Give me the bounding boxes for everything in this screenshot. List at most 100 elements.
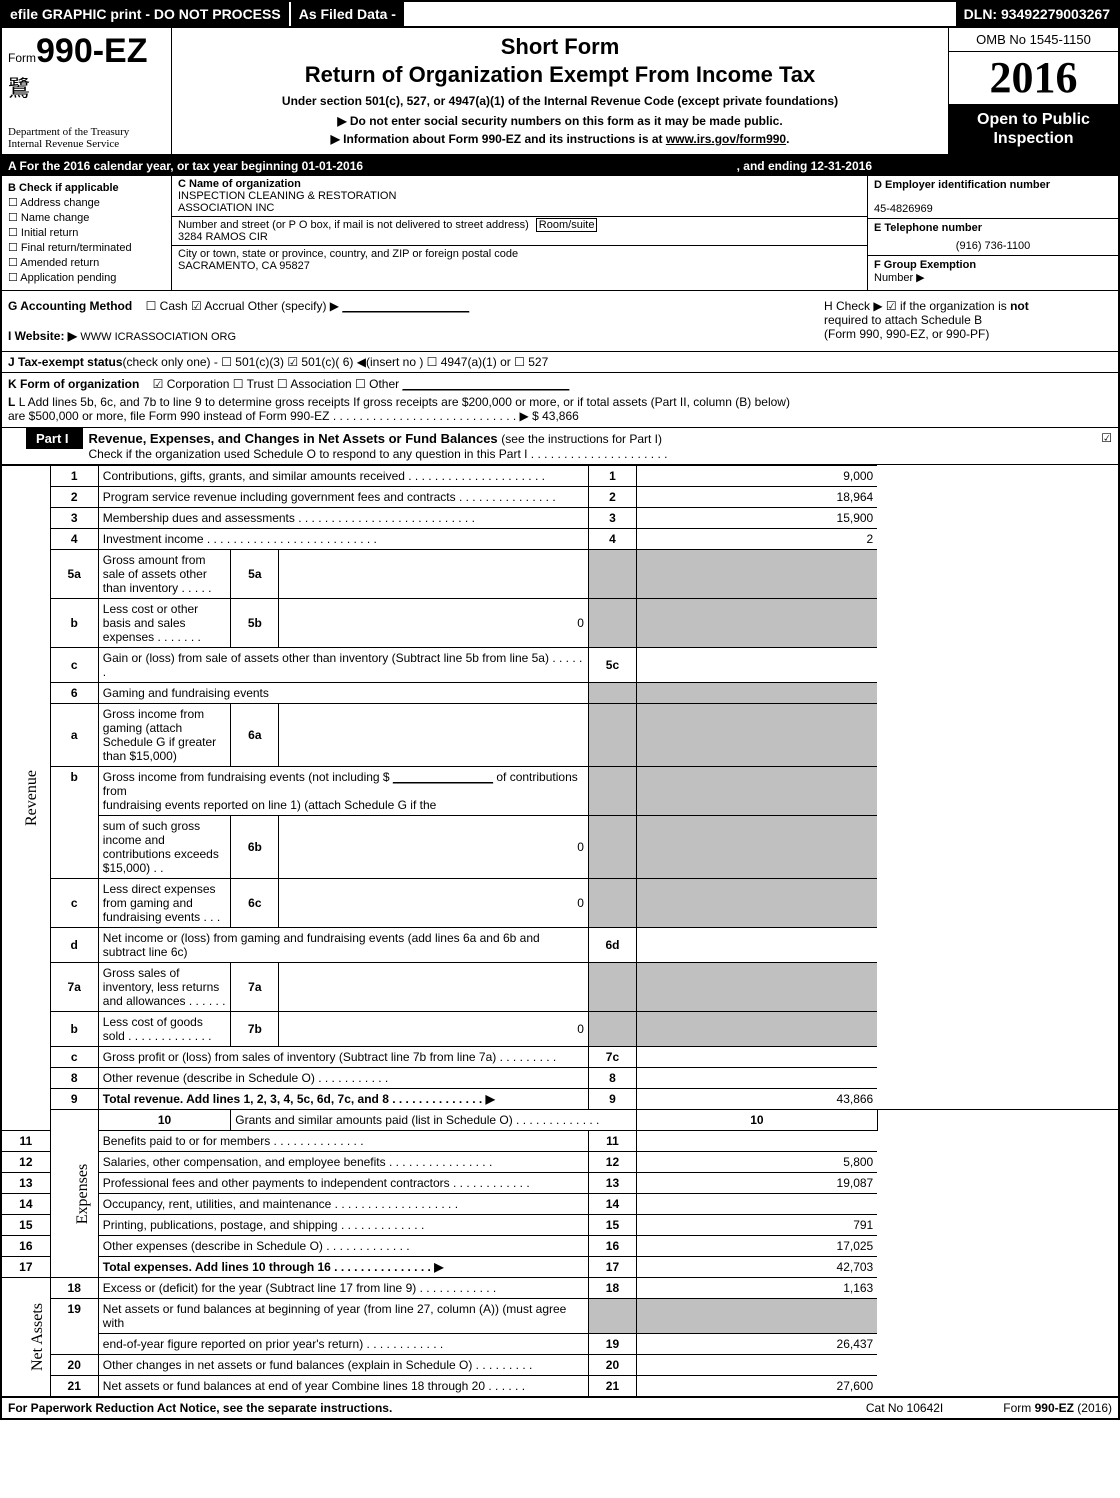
row-2: 2 Program service revenue including gove… xyxy=(2,487,1118,508)
e-label: E Telephone number xyxy=(874,222,982,234)
c-name: C Name of organization INSPECTION CLEANI… xyxy=(172,176,867,217)
r13-n: 13 xyxy=(2,1173,50,1194)
line-a-end: , and ending 12-31-2016 xyxy=(737,159,872,173)
j-rest[interactable]: (check only one) - ☐ 501(c)(3) ☑ 501(c)(… xyxy=(123,355,549,369)
row-5c: c Gain or (loss) from sale of assets oth… xyxy=(2,648,1118,683)
row-1: Revenue 1 Contributions, gifts, grants, … xyxy=(2,466,1118,487)
h-not: not xyxy=(1010,299,1029,313)
header-left: Form990-EZ 鷺 Department of the Treasury … xyxy=(2,28,172,154)
r5a-gray2 xyxy=(637,550,878,599)
r7c-d: Gross profit or (loss) from sales of inv… xyxy=(98,1047,588,1068)
r9-d: Total revenue. Add lines 1, 2, 3, 4, 5c,… xyxy=(98,1089,588,1110)
k-label: K Form of organization xyxy=(8,377,139,391)
j-label: J Tax-exempt status xyxy=(8,355,123,369)
r6a-n: a xyxy=(50,704,98,767)
footer-cat: Cat No 10642I xyxy=(866,1401,943,1415)
r19-d1: Net assets or fund balances at beginning… xyxy=(98,1299,588,1334)
r7b-gray2 xyxy=(637,1012,878,1047)
r20-n: 20 xyxy=(50,1355,98,1376)
block-ghij: G Accounting Method ☐ Cash ☑ Accrual Oth… xyxy=(2,291,1118,352)
r10-rn: 10 xyxy=(637,1110,878,1131)
row-12: 12 Salaries, other compensation, and emp… xyxy=(2,1152,1118,1173)
row-13: 13 Professional fees and other payments … xyxy=(2,1173,1118,1194)
r6b-n: b xyxy=(50,767,98,879)
r14-v xyxy=(637,1194,878,1215)
h-txt2: required to attach Schedule B xyxy=(824,313,982,327)
r9-n: 9 xyxy=(50,1089,98,1110)
r9-rn: 9 xyxy=(588,1089,636,1110)
f-label2: Number ▶ xyxy=(874,272,925,284)
r6c-gray2 xyxy=(637,879,878,928)
footer-right-post: (2016) xyxy=(1074,1401,1112,1415)
r5a-gray xyxy=(588,550,636,599)
block-bf: B Check if applicable ☐ Address change ☐… xyxy=(2,176,1118,291)
note-ssn: ▶ Do not enter social security numbers o… xyxy=(180,114,940,128)
r14-rn: 14 xyxy=(588,1194,636,1215)
r10-d: Grants and similar amounts paid (list in… xyxy=(231,1110,637,1131)
r6d-n: d xyxy=(50,928,98,963)
c-addr: Number and street (or P O box, if mail i… xyxy=(172,217,867,246)
k-blank[interactable]: _________________________ xyxy=(402,377,569,391)
k-rest[interactable]: ☑ Corporation ☐ Trust ☐ Association ☐ Ot… xyxy=(153,377,399,391)
e-phone: E Telephone number (916) 736-1100 xyxy=(868,219,1118,256)
irs-link[interactable]: www.irs.gov/form990 xyxy=(666,132,786,146)
chk-pending[interactable]: ☐ Application pending xyxy=(8,271,165,284)
r7c-rn: 7c xyxy=(588,1047,636,1068)
r16-n: 16 xyxy=(2,1236,50,1257)
phone-val: (916) 736-1100 xyxy=(874,240,1112,252)
r8-n: 8 xyxy=(50,1068,98,1089)
r5a-d: Gross amount from sale of assets other t… xyxy=(98,550,230,599)
part1-chk[interactable]: ☑ xyxy=(1095,428,1118,448)
inspect-l1: Open to Public xyxy=(951,110,1116,129)
header-right: OMB No 1545-1150 2016 Open to Public Ins… xyxy=(948,28,1118,154)
chk-initial-return[interactable]: ☐ Initial return xyxy=(8,226,165,239)
col-b: B Check if applicable ☐ Address change ☐… xyxy=(2,176,172,290)
r7b-n: b xyxy=(50,1012,98,1047)
row-7b: b Less cost of goods sold . . . . . . . … xyxy=(2,1012,1118,1047)
r11-d: Benefits paid to or for members . . . . … xyxy=(98,1131,588,1152)
d-label: D Employer identification number xyxy=(874,179,1050,191)
side-expenses-lbl: Expenses xyxy=(74,1163,92,1223)
form-number: Form990-EZ xyxy=(8,32,165,71)
r12-v: 5,800 xyxy=(637,1152,878,1173)
chk-name-change[interactable]: ☐ Name change xyxy=(8,211,165,224)
r7c-v xyxy=(637,1047,878,1068)
r7b-sv: 0 xyxy=(279,1012,588,1047)
r6b-d1-txt: Gross income from fundraising events (no… xyxy=(103,770,393,784)
r6b-blank[interactable]: _______________ xyxy=(393,770,493,784)
row-6a: a Gross income from gaming (attach Sched… xyxy=(2,704,1118,767)
r3-n: 3 xyxy=(50,508,98,529)
row-18: Net Assets 18 Excess or (deficit) for th… xyxy=(2,1278,1118,1299)
room-suite: Room/suite xyxy=(536,218,598,232)
r5c-n: c xyxy=(50,648,98,683)
r18-rn: 18 xyxy=(588,1278,636,1299)
r5c-d: Gain or (loss) from sale of assets other… xyxy=(98,648,588,683)
row-10: Expenses 10 Grants and similar amounts p… xyxy=(2,1110,1118,1131)
chk-final-return[interactable]: ☐ Final return/terminated xyxy=(8,241,165,254)
r1-d: Contributions, gifts, grants, and simila… xyxy=(98,466,588,487)
r7a-sv xyxy=(279,963,588,1012)
i-label: I Website: ▶ xyxy=(8,329,77,343)
r8-v xyxy=(637,1068,878,1089)
chk-amended[interactable]: ☐ Amended return xyxy=(8,256,165,269)
g-opts[interactable]: ☐ Cash ☑ Accrual Other (specify) ▶ xyxy=(146,299,339,313)
line-k: K Form of organization ☑ Corporation ☐ T… xyxy=(8,377,1112,391)
line-g: G Accounting Method ☐ Cash ☑ Accrual Oth… xyxy=(8,299,812,313)
row-5b: b Less cost or other basis and sales exp… xyxy=(2,599,1118,648)
r5b-n: b xyxy=(50,599,98,648)
line-l: L L Add lines 5b, 6c, and 7b to line 9 t… xyxy=(8,395,1112,423)
footer-left: For Paperwork Reduction Act Notice, see … xyxy=(8,1401,392,1415)
row-6b-1: b Gross income from fundraising events (… xyxy=(2,767,1118,816)
r20-d: Other changes in net assets or fund bala… xyxy=(98,1355,588,1376)
part1-sub: Check if the organization used Schedule … xyxy=(89,447,668,461)
r3-rn: 3 xyxy=(588,508,636,529)
part1-table: Revenue 1 Contributions, gifts, grants, … xyxy=(2,465,1118,1396)
chk-address-change[interactable]: ☐ Address change xyxy=(8,196,165,209)
ghij-left: G Accounting Method ☐ Cash ☑ Accrual Oth… xyxy=(2,291,818,351)
g-blank[interactable]: ___________________ xyxy=(342,299,469,313)
r21-rn: 21 xyxy=(588,1376,636,1397)
row-4: 4 Investment income . . . . . . . . . . … xyxy=(2,529,1118,550)
r14-d: Occupancy, rent, utilities, and maintena… xyxy=(98,1194,588,1215)
r17-rn: 17 xyxy=(588,1257,636,1278)
r7b-gray xyxy=(588,1012,636,1047)
